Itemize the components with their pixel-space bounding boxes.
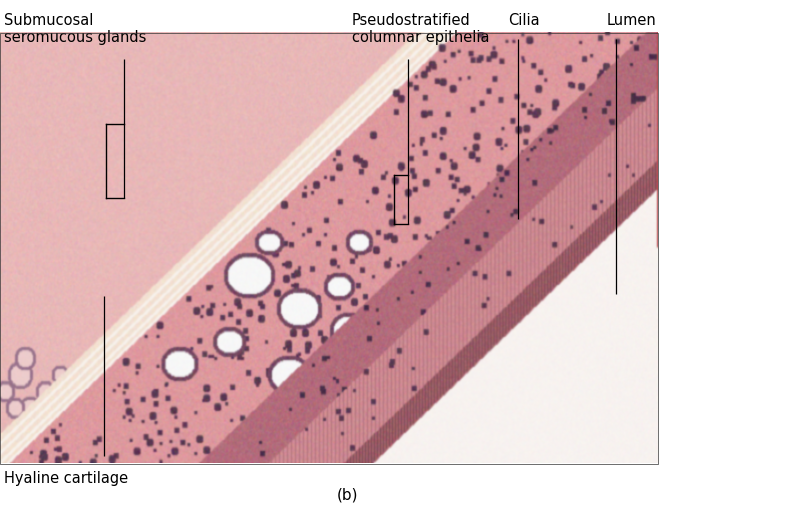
Text: Lumen: Lumen (606, 13, 656, 28)
Text: Hyaline cartilage: Hyaline cartilage (4, 471, 128, 486)
Text: Submucosal
seromucous glands: Submucosal seromucous glands (4, 13, 146, 45)
Text: Pseudostratified
columnar epithelia: Pseudostratified columnar epithelia (352, 13, 490, 45)
Text: (b): (b) (338, 487, 358, 502)
Text: Cilia: Cilia (508, 13, 540, 28)
Bar (0, 33, 658, 464)
